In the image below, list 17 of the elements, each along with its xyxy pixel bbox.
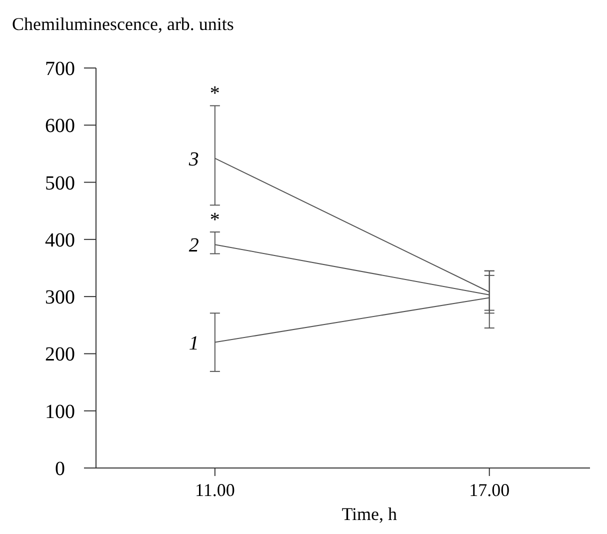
series-label: 3: [188, 148, 199, 170]
y-tick-label: 700: [45, 58, 75, 80]
annotation: *: [210, 209, 220, 231]
x-tick-label: 11.00: [195, 480, 235, 500]
y-tick-label: 400: [45, 229, 75, 252]
x-axis-title: Time, h: [342, 504, 398, 524]
y-tick-label: 500: [45, 172, 75, 194]
y-tick-label: 600: [45, 115, 75, 138]
x-tick-label: 17.00: [469, 480, 510, 500]
y-tick-label: 100: [45, 400, 75, 423]
y-axis-title: Chemiluminescence, arb. units: [12, 14, 234, 34]
annotation: *: [210, 82, 220, 105]
y-tick-label: 200: [45, 344, 75, 366]
series-label: 1: [188, 332, 199, 354]
series-label: 2: [188, 234, 199, 257]
y-tick-label: 300: [45, 286, 75, 309]
y-tick-label: 0: [55, 458, 65, 480]
